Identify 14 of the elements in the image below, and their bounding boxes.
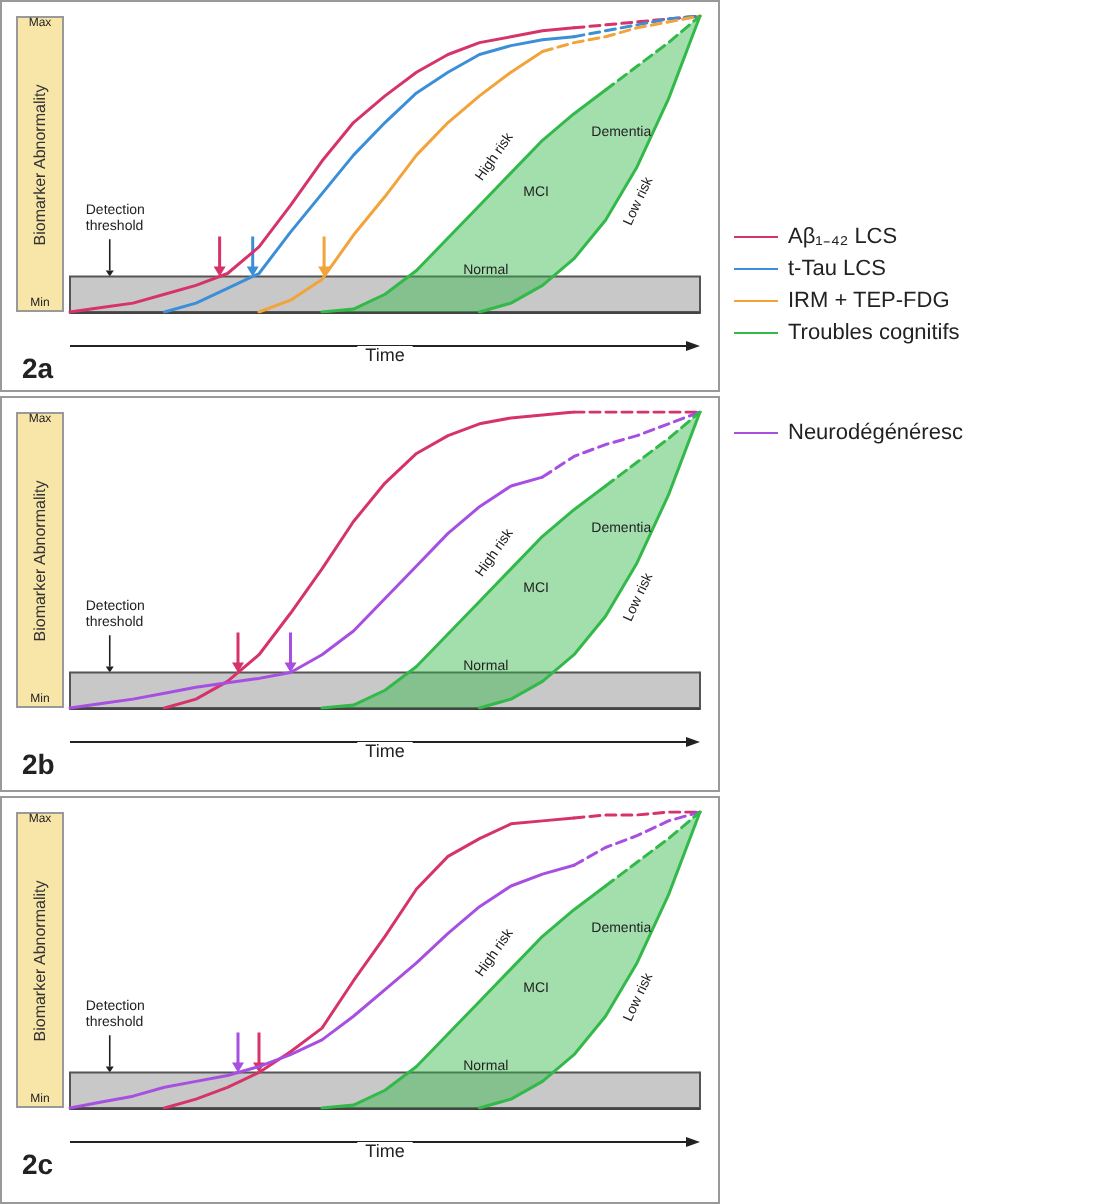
text: 2a xyxy=(22,352,54,384)
legend-label: Troubles cognitifs xyxy=(788,321,961,345)
y-axis-title: Biomarker Abnormality xyxy=(31,479,50,641)
x-axis-title: Time xyxy=(365,1141,405,1161)
x-axis-title: Time xyxy=(365,741,405,761)
y-axis-title: Biomarker Abnormality xyxy=(31,83,50,245)
x-axis-title: Time xyxy=(365,345,405,365)
legend-label: t-Tau LCS xyxy=(788,257,886,281)
legend-label: Neurodégénéresc xyxy=(788,421,964,445)
legend-label: IRM + TEP-FDG xyxy=(788,289,950,313)
text: 2c xyxy=(22,1148,54,1180)
text: 2b xyxy=(22,748,55,780)
y-axis-title: Biomarker Abnormality xyxy=(31,879,50,1041)
legend-label: Aβ₁₋₄₂ LCS xyxy=(788,225,898,249)
